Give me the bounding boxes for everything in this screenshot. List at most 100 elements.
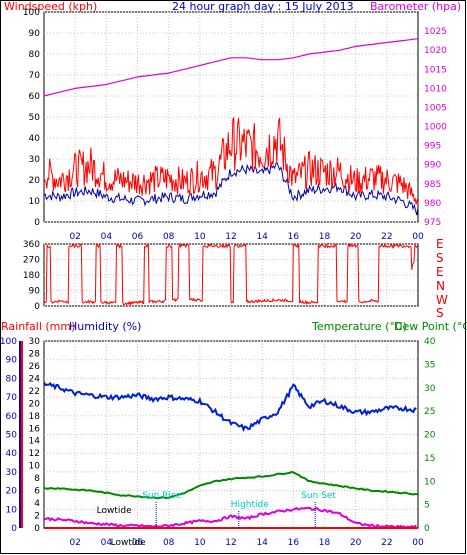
rainfall-y-tick-label: 22	[29, 387, 40, 397]
barometer-y-tick-label: 1025	[424, 27, 447, 37]
temperature-y-tick-label: 40	[424, 337, 436, 347]
temperature-line	[43, 470, 419, 500]
temperature-y-tick-label: 5	[424, 501, 430, 511]
barometer-y-tick-label: 1015	[424, 65, 447, 75]
temp-panel-x-tick-label: 00	[412, 538, 424, 548]
rainfall-y-tick-label: 6	[34, 487, 40, 497]
rainfall-y-tick-label: 4	[34, 499, 40, 509]
windspeed-axis-title: Windspeed (kph)	[4, 0, 98, 13]
rainfall-y-tick-label: 18	[29, 412, 41, 422]
humidity-y-tick-label: 60	[6, 412, 18, 422]
rainfall-y-tick-label: 24	[29, 374, 41, 384]
barometer-y-tick-label: 975	[424, 218, 441, 228]
humidity-y-tick-label: 20	[6, 487, 18, 497]
temp-panel-x-tick-label: 08	[163, 538, 175, 548]
wind-panel-x-tick-label: 08	[163, 232, 175, 242]
humidity-y-tick-label: 100	[0, 337, 17, 347]
windspeed-y-tick-label: 20	[29, 176, 41, 186]
wind-direction-line	[43, 242, 418, 306]
rainfall-y-tick-label: 28	[29, 349, 41, 359]
temp-panel-x-tick-label: 14	[256, 538, 268, 548]
rainfall-y-tick-label: 10	[29, 462, 41, 472]
wind-panel-x-tick-label: 12	[225, 232, 236, 242]
rainfall-y-tick-label: 20	[29, 399, 41, 409]
temp-panel-x-tick-label: 22	[381, 538, 392, 548]
barometer-y-tick-label: 995	[424, 142, 441, 152]
wind-panel-x-tick-label: 10	[194, 232, 206, 242]
rainfall-y-tick-label: 2	[34, 512, 40, 522]
temp-panel-x-tick-label: 04	[101, 538, 113, 548]
wind-panel-x-tick-label: 02	[69, 232, 80, 242]
barometer-y-tick-label: 980	[424, 199, 441, 209]
humidity-y-tick-label: 50	[6, 431, 18, 441]
direction-y-tick-label: 90	[29, 287, 41, 297]
temp-panel-x-tick-label: 18	[319, 538, 331, 548]
windspeed-y-tick-label: 90	[29, 29, 41, 39]
humidity-axis-title: Humidity (%)	[69, 320, 142, 333]
windspeed-y-tick-label: 50	[29, 113, 41, 123]
barometer-y-tick-label: 990	[424, 161, 441, 171]
barometer-y-tick-label: 1010	[424, 84, 447, 94]
windspeed-y-tick-label: 10	[29, 197, 41, 207]
wind-panel-x-tick-label: 22	[381, 232, 392, 242]
windspeed-y-tick-label: 60	[29, 92, 41, 102]
wind-panel-x-tick-label: 16	[288, 232, 300, 242]
temperature-y-tick-label: 0	[424, 524, 430, 534]
direction-y-tick-label: 360	[23, 240, 40, 250]
humidity-y-tick-label: 70	[6, 393, 18, 403]
temperature-y-tick-label: 15	[424, 454, 435, 464]
wind-panel-x-tick-label: 14	[256, 232, 268, 242]
compass-label-s: S	[436, 306, 444, 320]
hightide-marker-label: Hightide	[231, 500, 269, 510]
temp-panel-x-tick-label: 16	[288, 538, 300, 548]
windspeed-y-tick-label: 40	[29, 134, 41, 144]
rainfall-y-tick-label: 30	[29, 337, 41, 347]
dewpoint-line	[43, 506, 417, 530]
sunset-marker-label: Sun Set	[301, 491, 336, 501]
temperature-y-tick-label: 20	[424, 431, 436, 441]
temperature-y-tick-label: 30	[424, 384, 436, 394]
compass-label-w: W	[436, 293, 448, 307]
humidity-line	[43, 381, 417, 432]
rainfall-axis-title: Rainfall (mm)	[1, 320, 76, 333]
barometer-y-tick-label: 1005	[424, 103, 447, 113]
wind-panel-x-tick-label: 00	[412, 232, 424, 242]
temp-panel-x-tick-label: 02	[69, 538, 80, 548]
windspeed-y-tick-label: 70	[29, 71, 41, 81]
temp-panel-x-tick-label: 06	[132, 538, 144, 548]
rainfall-y-tick-label: 8	[34, 474, 40, 484]
barometer-line	[43, 38, 419, 97]
barometer-y-tick-label: 1020	[424, 46, 447, 56]
wind-panel-x-tick-label: 06	[132, 232, 144, 242]
lowtide-bottom-label: Lowtide	[111, 538, 146, 548]
wind-panel-x-tick-label: 20	[350, 232, 362, 242]
barometer-y-tick-label: 1000	[424, 123, 447, 133]
humidity-y-tick-label: 40	[6, 449, 18, 459]
rainfall-y-tick-label: 16	[29, 424, 41, 434]
humidity-y-tick-label: 10	[6, 505, 18, 515]
dewpoint-axis-title: Dew Point (°C)	[394, 320, 467, 333]
temperature-y-tick-label: 10	[424, 477, 436, 487]
wind-panel-x-tick-label: 04	[101, 232, 113, 242]
lowtide-label: Lowtide	[97, 506, 132, 516]
rainfall-y-tick-label: 12	[29, 449, 40, 459]
temperature-axis-title: Temperature (°C)	[312, 320, 407, 333]
direction-y-tick-label: 270	[23, 256, 40, 266]
windspeed-y-tick-label: 80	[29, 50, 41, 60]
humidity-y-tick-label: 30	[6, 468, 18, 478]
temp-panel-x-tick-label: 20	[350, 538, 362, 548]
wind-panel-x-tick-label: 18	[319, 232, 331, 242]
rainfall-y-tick-label: 0	[34, 524, 40, 534]
humidity-y-tick-label: 90	[6, 356, 18, 366]
compass-label-e-top: E	[436, 237, 444, 251]
compass-label-s-upper: S	[436, 251, 444, 265]
graph-title: 24 hour graph day : 15 July 2013	[172, 0, 354, 13]
direction-y-tick-label: 0	[34, 302, 40, 312]
wind-speed-line	[43, 116, 419, 205]
wind-average-line	[43, 161, 419, 216]
temperature-y-tick-label: 35	[424, 360, 435, 370]
sunrise-marker-label: Sun Rise	[142, 491, 181, 501]
rainfall-y-tick-label: 26	[29, 362, 41, 372]
compass-label-n: N	[436, 279, 445, 293]
